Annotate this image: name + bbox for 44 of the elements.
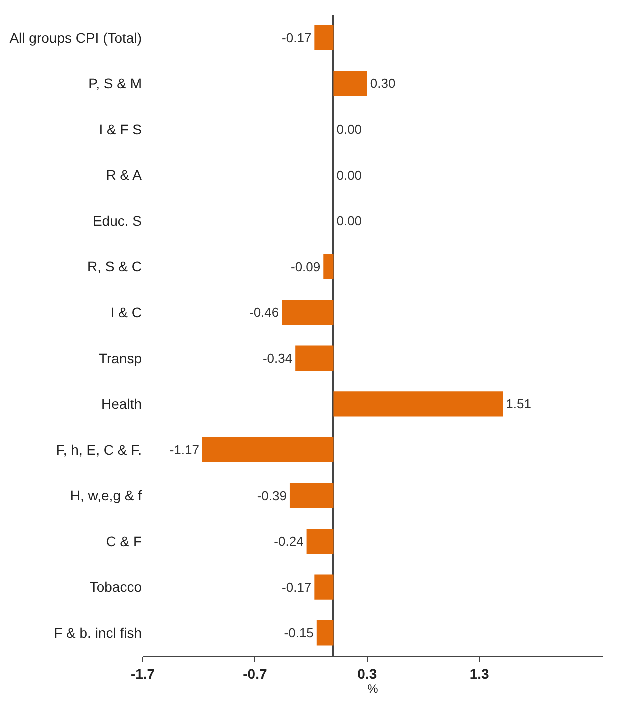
x-tick-label: -1.7: [130, 666, 156, 682]
data-label: 0.00: [336, 122, 362, 137]
y-tick-label: R & A: [106, 167, 143, 184]
x-tick-label: 1.3: [470, 666, 490, 682]
y-tick-label: Tobacco: [90, 579, 142, 596]
data-label: -0.15: [284, 626, 314, 641]
y-tick-label: F & b. incl fish: [54, 625, 142, 642]
bar: [316, 620, 334, 646]
bar: [334, 392, 504, 417]
y-tick-label: C & F: [106, 533, 142, 550]
data-label: -1.17: [170, 442, 200, 458]
data-label: -0.09: [290, 259, 321, 274]
y-tick-label: F, h, E, C & F.: [56, 442, 142, 458]
bar: [324, 254, 334, 280]
data-label: -0.17: [282, 580, 312, 595]
bar: [296, 346, 334, 371]
bar: [334, 71, 368, 96]
x-tick-label: 0.3: [358, 666, 378, 682]
bar: [282, 300, 334, 326]
y-tick-label: I & C: [110, 304, 142, 321]
y-tick-label: P, S & M: [88, 76, 142, 92]
y-tick-label: Transp: [98, 350, 142, 366]
y-tick-label: All groups CPI (Total): [10, 30, 142, 46]
bar: [314, 25, 334, 50]
bar: [290, 483, 334, 508]
y-tick-label: H, w,e,g & f: [70, 488, 142, 504]
y-tick-label: Educ. S: [92, 212, 142, 229]
data-label: -0.24: [274, 534, 304, 550]
y-tick-label: R, S & C: [88, 258, 142, 275]
x-tick-label: -0.7: [243, 666, 268, 682]
bar: [202, 437, 334, 463]
data-label: 0.00: [336, 214, 362, 229]
data-label: -0.39: [257, 488, 287, 504]
bar: [306, 528, 334, 554]
bar: [314, 574, 334, 600]
data-label: 1.51: [506, 396, 532, 412]
data-label: -0.46: [249, 305, 280, 320]
y-tick-label: Health: [102, 396, 142, 412]
data-label: -0.17: [282, 30, 312, 46]
data-label: 0.00: [336, 168, 362, 183]
data-label: -0.34: [262, 350, 293, 366]
y-tick-label: I & F S: [99, 121, 142, 138]
x-axis-title: %: [368, 682, 379, 696]
data-label: 0.30: [370, 76, 396, 92]
